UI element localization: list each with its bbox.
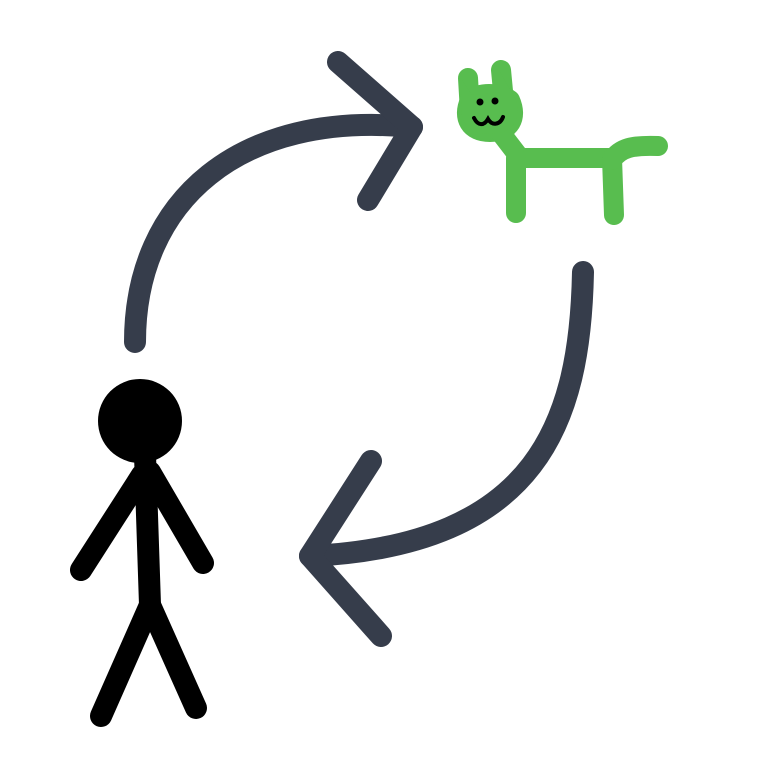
arrow-cat-to-person: [299, 261, 594, 647]
cat-icon: [456, 60, 668, 225]
cat-left-eye: [476, 98, 484, 106]
person-head: [98, 379, 182, 463]
person-left-leg: [90, 594, 161, 727]
cat-right-eye: [491, 97, 499, 105]
arrow-person-to-cat-head: [327, 51, 423, 211]
arrow-cat-to-person-shaft: [299, 261, 594, 567]
cat-tail: [602, 135, 668, 170]
cat-mouth: [472, 114, 505, 127]
arrow-person-to-cat: [124, 51, 423, 353]
person-right-leg: [139, 594, 207, 719]
stick-figure-icon: [70, 379, 214, 727]
arrow-person-to-cat-shaft: [124, 113, 423, 353]
person-left-arm: [70, 464, 153, 581]
arrow-cat-to-person-head: [299, 450, 392, 647]
person-right-arm: [139, 461, 214, 574]
